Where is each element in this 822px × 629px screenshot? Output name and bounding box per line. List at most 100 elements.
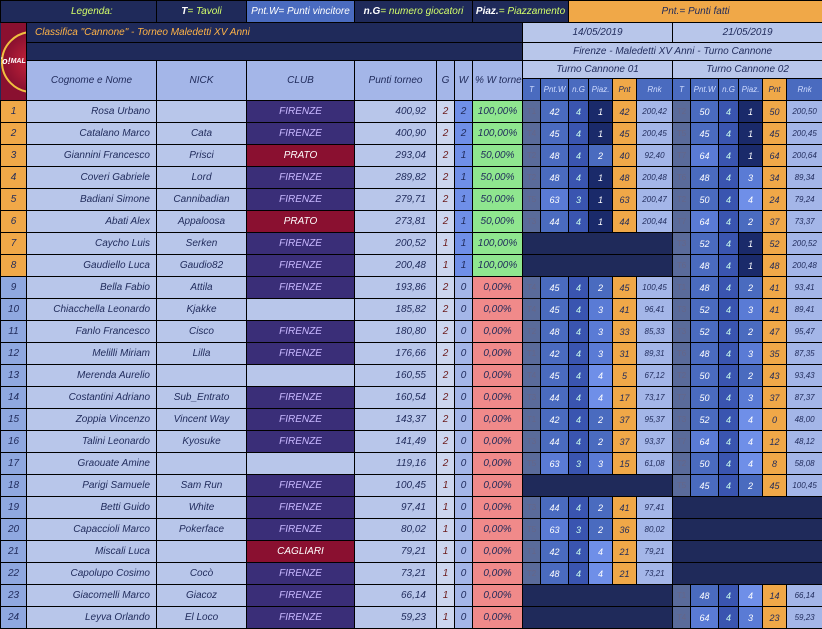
detail-piaz: 4 <box>739 453 763 475</box>
g-cell: 1 <box>437 563 455 585</box>
detail-piaz: 4 <box>739 585 763 607</box>
name-cell: Rosa Urbano <box>27 101 157 123</box>
detail-piaz: 2 <box>739 277 763 299</box>
table-row: 20 Capaccioli Marco Pokerface FIRENZE 80… <box>1 519 822 541</box>
detail-pnt: 12 <box>763 431 787 453</box>
detail-pntw: 42 <box>541 541 569 563</box>
detail-pntw: 45 <box>541 123 569 145</box>
detail-rnk: 79,21 <box>637 541 673 563</box>
table-row: 14 Costantini Adriano Sub_Entrato FIRENZ… <box>1 387 822 409</box>
rank-cell: 21 <box>1 541 27 563</box>
detail-piaz: 1 <box>739 123 763 145</box>
detail-ng: 4 <box>719 365 739 387</box>
rank-cell: 4 <box>1 167 27 189</box>
pctw-cell: 100,00% <box>473 101 523 123</box>
detail-t: T7 <box>673 431 691 453</box>
w-cell: 1 <box>455 233 473 255</box>
pctw-cell: 0,00% <box>473 585 523 607</box>
detail-rnk: 200,64 <box>787 145 822 167</box>
pctw-cell: 0,00% <box>473 387 523 409</box>
points-cell: 176,66 <box>355 343 437 365</box>
nick-cell <box>157 541 247 563</box>
nick-cell: Cisco <box>157 321 247 343</box>
detail-t: T1 <box>523 541 541 563</box>
table-row: 5 Badiani Simone Cannibadian FIRENZE 279… <box>1 189 822 211</box>
g-cell: 2 <box>437 409 455 431</box>
detail-ng: 4 <box>569 145 589 167</box>
detail-rnk: 95,37 <box>637 409 673 431</box>
club-cell: FIRENZE <box>247 255 355 277</box>
name-cell: Miscali Luca <box>27 541 157 563</box>
points-cell: 400,90 <box>355 123 437 145</box>
detail-rnk: 67,12 <box>637 365 673 387</box>
detail-pnt: 41 <box>613 497 637 519</box>
club-cell: FIRENZE <box>247 343 355 365</box>
detail-ng: 4 <box>719 321 739 343</box>
detail-ng: 4 <box>569 387 589 409</box>
pctw-cell: 0,00% <box>473 607 523 629</box>
club-cell: FIRENZE <box>247 123 355 145</box>
name-cell: Graouate Amine <box>27 453 157 475</box>
detail-t: T6 <box>673 255 691 277</box>
nick-cell: Serken <box>157 233 247 255</box>
rank-cell: 6 <box>1 211 27 233</box>
mini-hdr: Piaz. <box>589 79 613 101</box>
turn-header: Turno Cannone 01 <box>523 61 673 79</box>
detail-pntw: 48 <box>691 255 719 277</box>
detail-rnk: 200,47 <box>637 189 673 211</box>
detail-pnt: 8 <box>763 453 787 475</box>
name-cell: Costantini Adriano <box>27 387 157 409</box>
name-cell: Melilli Miriam <box>27 343 157 365</box>
detail-t: T2 <box>523 321 541 343</box>
empty-detail <box>673 497 822 519</box>
detail-pnt: 37 <box>763 387 787 409</box>
club-cell: FIRENZE <box>247 475 355 497</box>
points-cell: 185,82 <box>355 299 437 321</box>
points-cell: 293,04 <box>355 145 437 167</box>
detail-ng: 4 <box>719 409 739 431</box>
detail-ng: 4 <box>719 145 739 167</box>
nick-cell: El Loco <box>157 607 247 629</box>
detail-piaz: 3 <box>739 343 763 365</box>
detail-piaz: 2 <box>739 365 763 387</box>
name-cell: Chiacchella Leonardo <box>27 299 157 321</box>
club-cell: FIRENZE <box>247 585 355 607</box>
w-cell: 0 <box>455 431 473 453</box>
name-cell: Coveri Gabriele <box>27 167 157 189</box>
legend-item: n.G= numero giocatori <box>355 1 473 23</box>
detail-pnt: 45 <box>613 123 637 145</box>
detail-rnk: 61,08 <box>637 453 673 475</box>
rank-cell: 1 <box>1 101 27 123</box>
detail-t: T1 <box>673 277 691 299</box>
name-cell: Abati Alex <box>27 211 157 233</box>
detail-rnk: 58,08 <box>787 453 822 475</box>
detail-t: T2 <box>523 563 541 585</box>
pctw-cell: 0,00% <box>473 321 523 343</box>
g-cell: 2 <box>437 387 455 409</box>
detail-rnk: 200,52 <box>787 233 822 255</box>
points-cell: 100,45 <box>355 475 437 497</box>
detail-pntw: 52 <box>691 233 719 255</box>
points-cell: 97,41 <box>355 497 437 519</box>
club-cell: FIRENZE <box>247 563 355 585</box>
detail-pnt: 50 <box>763 101 787 123</box>
detail-piaz: 4 <box>589 563 613 585</box>
detail-pntw: 45 <box>541 299 569 321</box>
detail-rnk: 93,41 <box>787 277 822 299</box>
detail-pntw: 63 <box>541 189 569 211</box>
detail-pnt: 23 <box>763 607 787 629</box>
rank-cell: 2 <box>1 123 27 145</box>
detail-t: T5 <box>673 475 691 497</box>
points-cell: 160,55 <box>355 365 437 387</box>
detail-t: T3 <box>673 321 691 343</box>
detail-piaz: 1 <box>589 123 613 145</box>
table-row: 8 Gaudiello Luca Gaudio82 FIRENZE 200,48… <box>1 255 822 277</box>
detail-piaz: 1 <box>589 167 613 189</box>
detail-t: T6 <box>673 167 691 189</box>
detail-pnt: 63 <box>613 189 637 211</box>
detail-ng: 4 <box>719 387 739 409</box>
detail-piaz: 1 <box>739 233 763 255</box>
club-cell: FIRENZE <box>247 101 355 123</box>
detail-pntw: 50 <box>691 453 719 475</box>
detail-piaz: 2 <box>739 321 763 343</box>
